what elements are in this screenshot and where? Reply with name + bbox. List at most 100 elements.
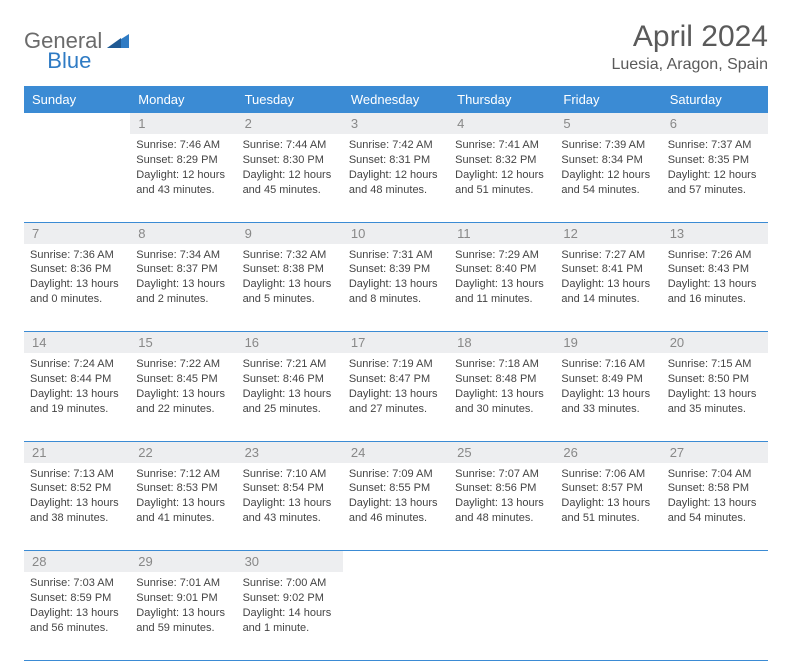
sunrise-line: Sunrise: 7:26 AM xyxy=(668,248,762,263)
day-cell: Sunrise: 7:01 AMSunset: 9:01 PMDaylight:… xyxy=(130,572,236,660)
sunset-line: Sunset: 8:49 PM xyxy=(561,372,655,387)
day-cell: Sunrise: 7:44 AMSunset: 8:30 PMDaylight:… xyxy=(237,134,343,222)
day-cell: Sunrise: 7:18 AMSunset: 8:48 PMDaylight:… xyxy=(449,353,555,441)
day-cell: Sunrise: 7:04 AMSunset: 8:58 PMDaylight:… xyxy=(662,463,768,551)
daylight-line: Daylight: 13 hours and 11 minutes. xyxy=(455,277,549,307)
daylight-line: Daylight: 12 hours and 51 minutes. xyxy=(455,168,549,198)
sunrise-line: Sunrise: 7:41 AM xyxy=(455,138,549,153)
day-number-cell: 26 xyxy=(555,441,661,463)
sunset-line: Sunset: 8:41 PM xyxy=(561,262,655,277)
day-number-cell: 23 xyxy=(237,441,343,463)
daylight-line: Daylight: 13 hours and 41 minutes. xyxy=(136,496,230,526)
logo-triangle-icon xyxy=(107,30,129,53)
day-content-row: Sunrise: 7:36 AMSunset: 8:36 PMDaylight:… xyxy=(24,244,768,332)
sunset-line: Sunset: 8:55 PM xyxy=(349,481,443,496)
day-number-cell: 28 xyxy=(24,551,130,573)
day-cell: Sunrise: 7:31 AMSunset: 8:39 PMDaylight:… xyxy=(343,244,449,332)
logo-text-blue: Blue xyxy=(47,48,91,73)
day-cell: Sunrise: 7:00 AMSunset: 9:02 PMDaylight:… xyxy=(237,572,343,660)
daylight-line: Daylight: 13 hours and 14 minutes. xyxy=(561,277,655,307)
sunrise-line: Sunrise: 7:12 AM xyxy=(136,467,230,482)
daylight-line: Daylight: 12 hours and 45 minutes. xyxy=(243,168,337,198)
day-cell-body: Sunrise: 7:19 AMSunset: 8:47 PMDaylight:… xyxy=(343,353,449,422)
day-number-cell xyxy=(24,113,130,134)
day-cell-body: Sunrise: 7:00 AMSunset: 9:02 PMDaylight:… xyxy=(237,572,343,641)
daylight-line: Daylight: 13 hours and 0 minutes. xyxy=(30,277,124,307)
day-number-cell xyxy=(662,551,768,573)
sunset-line: Sunset: 8:44 PM xyxy=(30,372,124,387)
sunrise-line: Sunrise: 7:13 AM xyxy=(30,467,124,482)
weekday-header: Sunday xyxy=(24,86,130,113)
sunset-line: Sunset: 8:29 PM xyxy=(136,153,230,168)
daylight-line: Daylight: 12 hours and 54 minutes. xyxy=(561,168,655,198)
weekday-header: Friday xyxy=(555,86,661,113)
day-cell: Sunrise: 7:07 AMSunset: 8:56 PMDaylight:… xyxy=(449,463,555,551)
day-cell-body: Sunrise: 7:15 AMSunset: 8:50 PMDaylight:… xyxy=(662,353,768,422)
sunset-line: Sunset: 8:32 PM xyxy=(455,153,549,168)
sunset-line: Sunset: 8:48 PM xyxy=(455,372,549,387)
day-cell: Sunrise: 7:19 AMSunset: 8:47 PMDaylight:… xyxy=(343,353,449,441)
day-number-cell: 25 xyxy=(449,441,555,463)
day-cell-body: Sunrise: 7:18 AMSunset: 8:48 PMDaylight:… xyxy=(449,353,555,422)
day-cell: Sunrise: 7:46 AMSunset: 8:29 PMDaylight:… xyxy=(130,134,236,222)
day-cell-body: Sunrise: 7:07 AMSunset: 8:56 PMDaylight:… xyxy=(449,463,555,532)
day-cell: Sunrise: 7:36 AMSunset: 8:36 PMDaylight:… xyxy=(24,244,130,332)
calendar-table: SundayMondayTuesdayWednesdayThursdayFrid… xyxy=(24,86,768,661)
day-cell-body: Sunrise: 7:32 AMSunset: 8:38 PMDaylight:… xyxy=(237,244,343,313)
sunset-line: Sunset: 8:39 PM xyxy=(349,262,443,277)
day-cell-body: Sunrise: 7:44 AMSunset: 8:30 PMDaylight:… xyxy=(237,134,343,203)
sunrise-line: Sunrise: 7:06 AM xyxy=(561,467,655,482)
day-cell: Sunrise: 7:09 AMSunset: 8:55 PMDaylight:… xyxy=(343,463,449,551)
day-cell-body: Sunrise: 7:10 AMSunset: 8:54 PMDaylight:… xyxy=(237,463,343,532)
sunset-line: Sunset: 8:56 PM xyxy=(455,481,549,496)
sunrise-line: Sunrise: 7:07 AM xyxy=(455,467,549,482)
sunrise-line: Sunrise: 7:46 AM xyxy=(136,138,230,153)
sunset-line: Sunset: 8:30 PM xyxy=(243,153,337,168)
daylight-line: Daylight: 13 hours and 54 minutes. xyxy=(668,496,762,526)
day-number-cell: 6 xyxy=(662,113,768,134)
sunset-line: Sunset: 8:52 PM xyxy=(30,481,124,496)
day-cell: Sunrise: 7:27 AMSunset: 8:41 PMDaylight:… xyxy=(555,244,661,332)
daylight-line: Daylight: 13 hours and 38 minutes. xyxy=(30,496,124,526)
daylight-line: Daylight: 12 hours and 48 minutes. xyxy=(349,168,443,198)
day-cell-body: Sunrise: 7:03 AMSunset: 8:59 PMDaylight:… xyxy=(24,572,130,641)
day-cell: Sunrise: 7:15 AMSunset: 8:50 PMDaylight:… xyxy=(662,353,768,441)
day-number-cell: 13 xyxy=(662,222,768,244)
daylight-line: Daylight: 13 hours and 2 minutes. xyxy=(136,277,230,307)
sunset-line: Sunset: 8:45 PM xyxy=(136,372,230,387)
sunset-line: Sunset: 8:57 PM xyxy=(561,481,655,496)
day-number-cell xyxy=(555,551,661,573)
weekday-header: Thursday xyxy=(449,86,555,113)
sunrise-line: Sunrise: 7:27 AM xyxy=(561,248,655,263)
sunrise-line: Sunrise: 7:44 AM xyxy=(243,138,337,153)
day-cell-body: Sunrise: 7:41 AMSunset: 8:32 PMDaylight:… xyxy=(449,134,555,203)
day-number-cell: 30 xyxy=(237,551,343,573)
daylight-line: Daylight: 13 hours and 16 minutes. xyxy=(668,277,762,307)
sunset-line: Sunset: 8:50 PM xyxy=(668,372,762,387)
day-cell-body: Sunrise: 7:22 AMSunset: 8:45 PMDaylight:… xyxy=(130,353,236,422)
daylight-line: Daylight: 12 hours and 43 minutes. xyxy=(136,168,230,198)
day-cell-body: Sunrise: 7:46 AMSunset: 8:29 PMDaylight:… xyxy=(130,134,236,203)
day-cell: Sunrise: 7:10 AMSunset: 8:54 PMDaylight:… xyxy=(237,463,343,551)
day-cell-body: Sunrise: 7:39 AMSunset: 8:34 PMDaylight:… xyxy=(555,134,661,203)
day-cell-body: Sunrise: 7:13 AMSunset: 8:52 PMDaylight:… xyxy=(24,463,130,532)
day-number-cell: 9 xyxy=(237,222,343,244)
day-cell: Sunrise: 7:03 AMSunset: 8:59 PMDaylight:… xyxy=(24,572,130,660)
day-number-cell: 16 xyxy=(237,332,343,354)
header: General Blue April 2024 Luesia, Aragon, … xyxy=(24,20,768,74)
day-number-cell: 7 xyxy=(24,222,130,244)
day-number-cell xyxy=(343,551,449,573)
day-number-row: 21222324252627 xyxy=(24,441,768,463)
sunset-line: Sunset: 8:36 PM xyxy=(30,262,124,277)
weekday-header: Tuesday xyxy=(237,86,343,113)
day-number-cell: 17 xyxy=(343,332,449,354)
sunset-line: Sunset: 8:46 PM xyxy=(243,372,337,387)
daylight-line: Daylight: 13 hours and 27 minutes. xyxy=(349,387,443,417)
sunset-line: Sunset: 8:35 PM xyxy=(668,153,762,168)
daylight-line: Daylight: 13 hours and 30 minutes. xyxy=(455,387,549,417)
sunset-line: Sunset: 8:43 PM xyxy=(668,262,762,277)
sunset-line: Sunset: 8:38 PM xyxy=(243,262,337,277)
day-number-cell: 1 xyxy=(130,113,236,134)
logo: General Blue xyxy=(24,20,175,54)
day-cell: Sunrise: 7:24 AMSunset: 8:44 PMDaylight:… xyxy=(24,353,130,441)
